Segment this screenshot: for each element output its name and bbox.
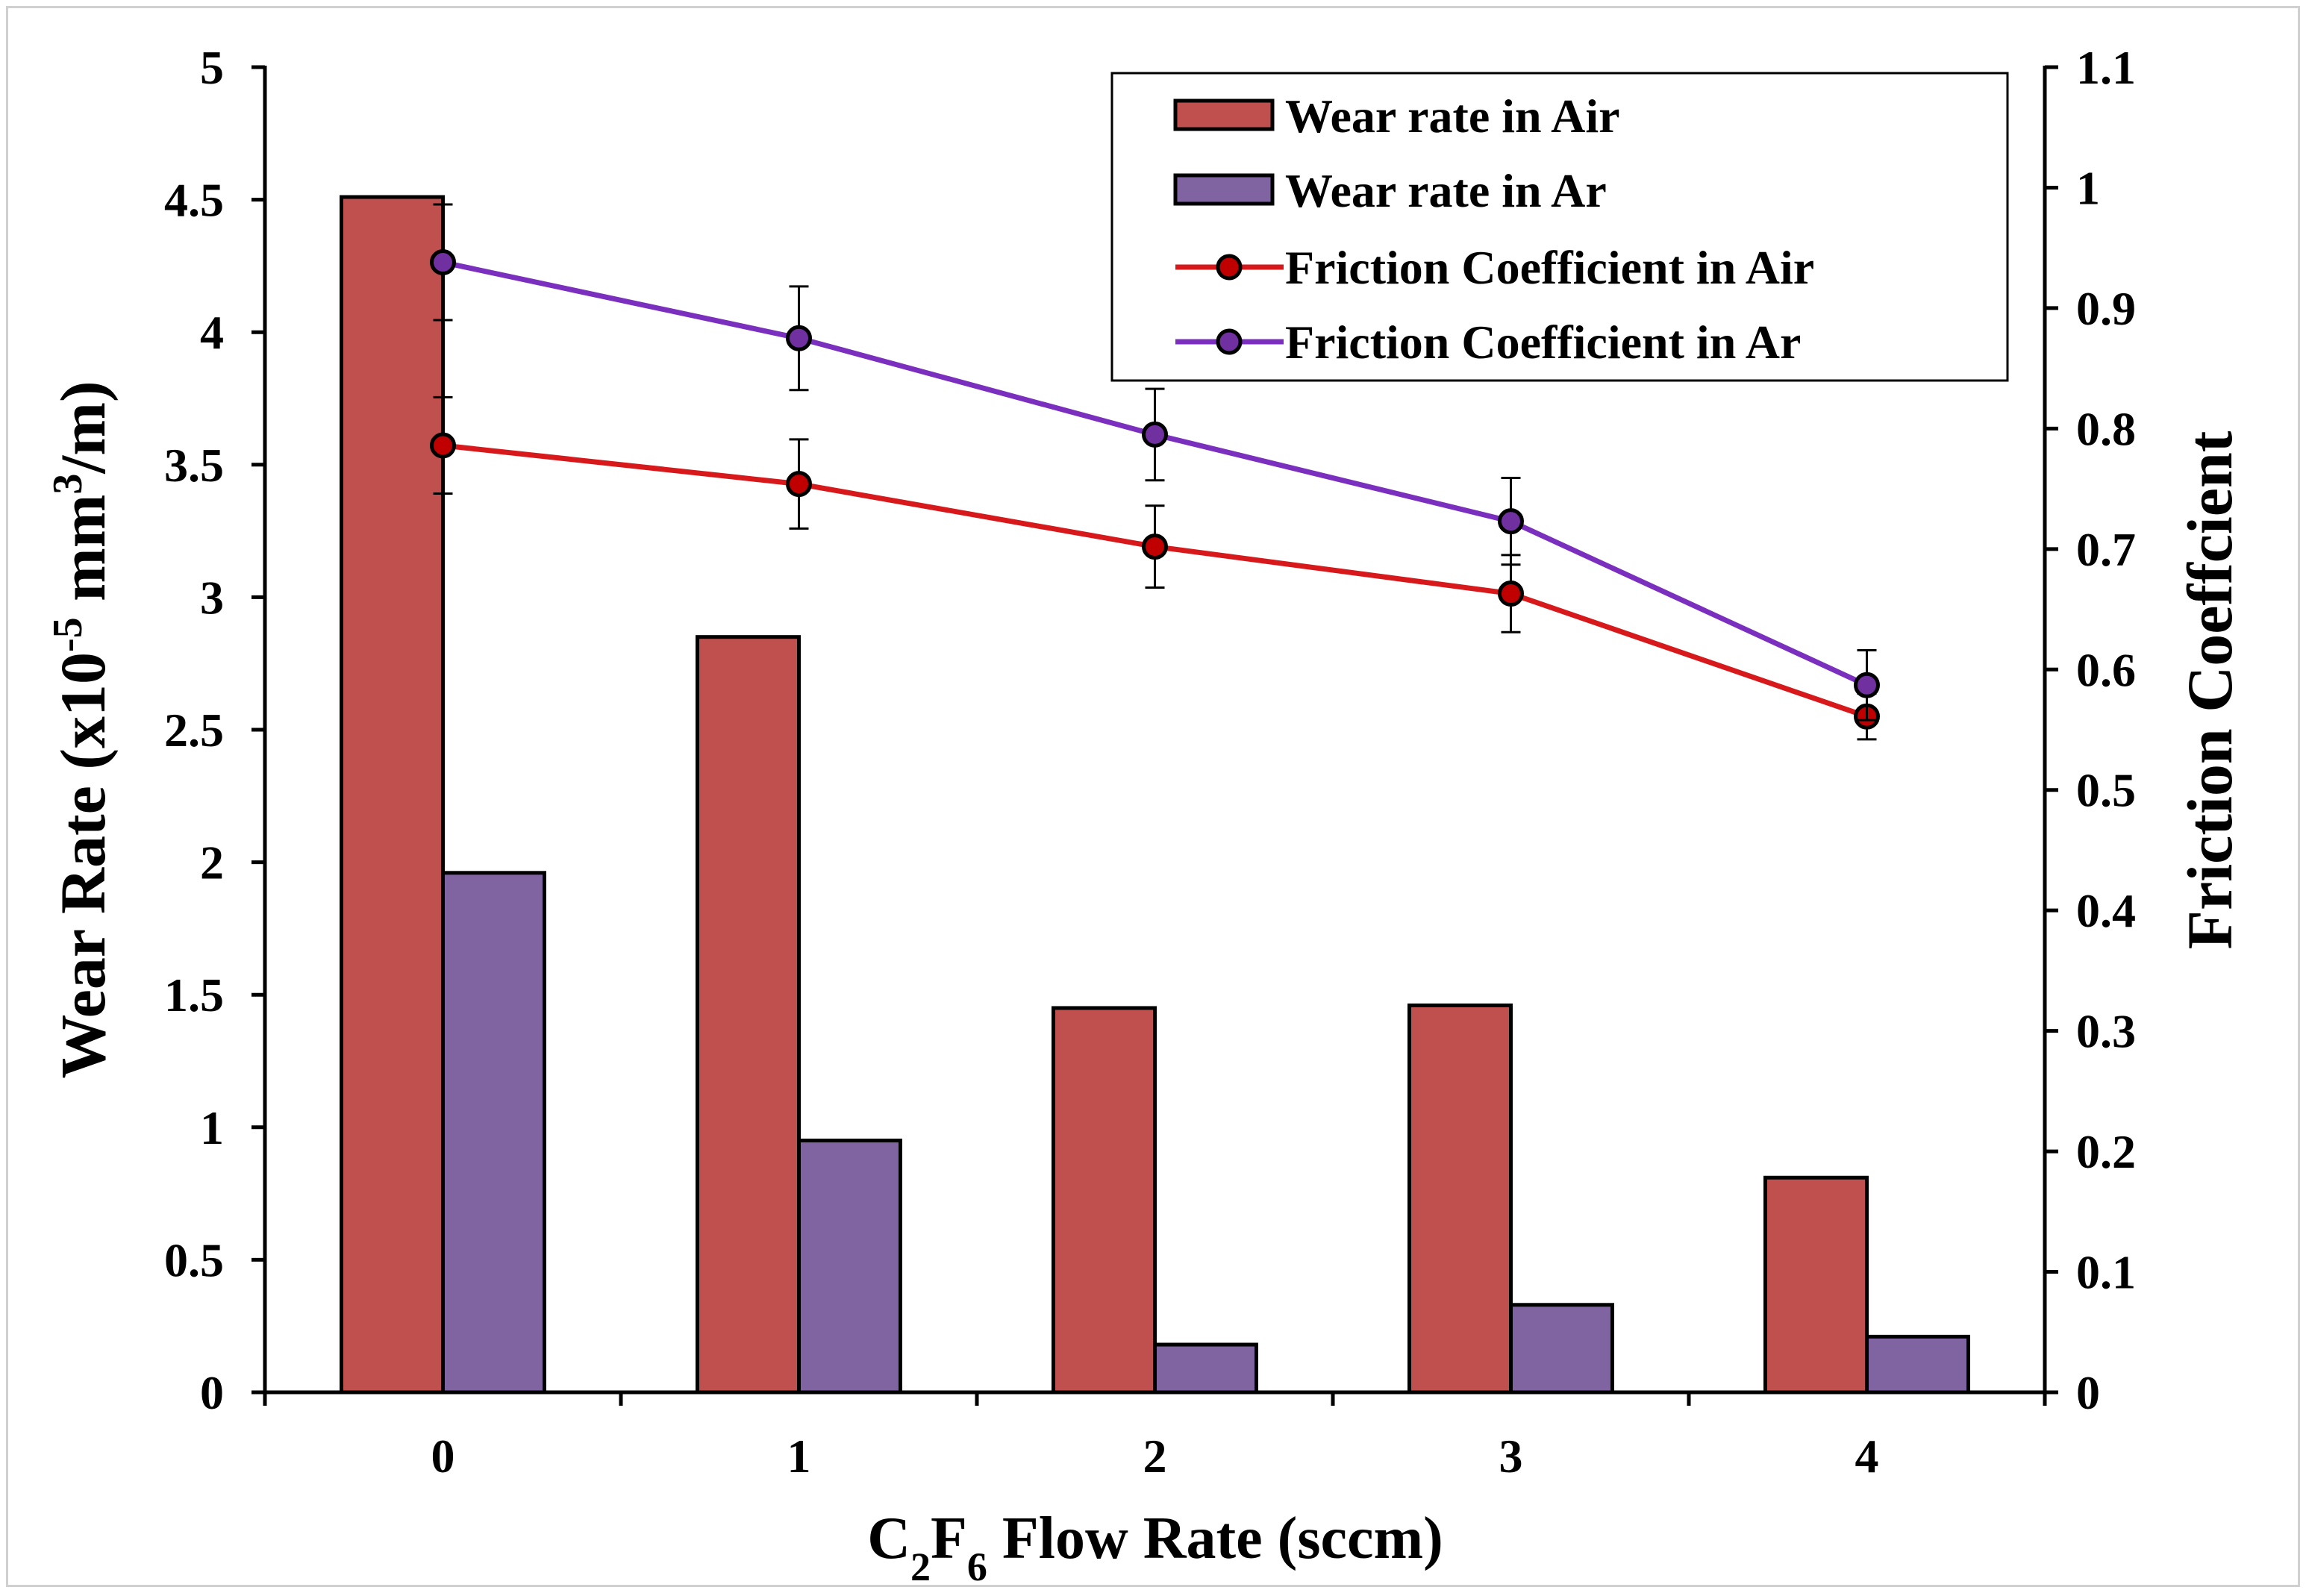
legend-entry-wear-ar-label: Wear rate in Ar <box>1285 164 1607 217</box>
y-axis-left-title-superscript: -5 <box>45 617 91 652</box>
legend-entry-wear-air-swatch <box>1173 98 1275 131</box>
y-right-tick-label: 0.3 <box>2076 1005 2136 1058</box>
x-axis-title-subscript: 2 <box>910 1545 931 1589</box>
y-left-tick-label: 1 <box>200 1101 224 1154</box>
x-axis-title-part: Flow Rate (sccm) <box>987 1506 1443 1571</box>
y-right-tick-label: 0.8 <box>2076 402 2136 455</box>
y-left-tick-label: 2.5 <box>164 704 224 757</box>
bar-air-3 <box>1407 1003 1513 1395</box>
y-left-tick-label: 5 <box>200 41 224 94</box>
x-tick-label: 0 <box>431 1430 455 1483</box>
y-left-tick-label: 3.5 <box>164 439 224 492</box>
y-right-tick-label: 0.6 <box>2076 643 2136 696</box>
y-right-tick-label: 0.9 <box>2076 282 2136 335</box>
y-left-tick-label: 4 <box>200 306 224 359</box>
x-tick-label: 1 <box>787 1430 811 1483</box>
friction-point-ar-2 <box>1142 421 1168 448</box>
friction-point-ar-3 <box>1498 508 1524 535</box>
y-axis-left-title-part: mm <box>47 495 119 618</box>
figure-frame <box>6 6 2300 1587</box>
bar-ar-1 <box>797 1139 902 1395</box>
legend-entry-friction-air-label: Friction Coefficient in Air <box>1285 241 1814 294</box>
x-tick-label: 2 <box>1143 1430 1167 1483</box>
x-tick-label: 3 <box>1499 1430 1523 1483</box>
y-right-tick-label: 0 <box>2076 1366 2100 1419</box>
y-right-tick-label: 1 <box>2076 161 2100 214</box>
x-axis-title-part: F <box>931 1506 967 1571</box>
legend-entry-friction-air-marker <box>1216 254 1243 281</box>
x-axis-title-subscript: 6 <box>967 1545 987 1589</box>
y-right-tick-label: 0.1 <box>2076 1246 2136 1299</box>
bar-air-2 <box>1052 1006 1157 1395</box>
y-axis-left-title-part: Wear Rate (x10 <box>47 652 119 1079</box>
bar-air-1 <box>696 635 801 1395</box>
y-axis-left-title-superscript: 3 <box>45 474 91 495</box>
x-tick-label: 4 <box>1855 1430 1879 1483</box>
y-axis-right-title: Friction Coeffcient <box>2174 431 2246 949</box>
bar-ar-2 <box>1153 1342 1258 1395</box>
y-left-tick-label: 1.5 <box>164 968 224 1021</box>
friction-point-air-1 <box>786 471 812 498</box>
legend-entry-wear-ar-swatch <box>1173 173 1275 206</box>
y-left-tick-label: 4.5 <box>164 174 224 227</box>
y-axis-left-title: Wear Rate (x10-5 mm3/m) <box>45 381 119 1078</box>
y-axis-left-title-part: /m) <box>47 381 119 474</box>
bar-ar-4 <box>1865 1334 1970 1395</box>
y-left-tick-label: 0 <box>200 1366 224 1419</box>
bar-air-4 <box>1763 1175 1869 1395</box>
friction-point-air-2 <box>1142 533 1168 560</box>
x-axis-title-part: C <box>867 1506 910 1571</box>
y-right-tick-label: 1.1 <box>2076 41 2136 94</box>
y-left-tick-label: 3 <box>200 571 224 624</box>
friction-point-ar-0 <box>430 249 456 276</box>
bar-air-0 <box>340 195 445 1395</box>
x-axis-title: C2F6 Flow Rate (sccm) <box>867 1506 1443 1589</box>
legend-entry-friction-ar-marker <box>1216 328 1243 355</box>
friction-point-air-0 <box>430 432 456 459</box>
bar-ar-3 <box>1509 1303 1614 1395</box>
y-right-tick-label: 0.5 <box>2076 764 2136 817</box>
bar-ar-0 <box>441 871 546 1395</box>
friction-point-ar-1 <box>786 325 812 351</box>
y-left-tick-label: 0.5 <box>164 1233 224 1286</box>
y-right-tick-label: 0.4 <box>2076 884 2136 937</box>
y-right-tick-label: 0.2 <box>2076 1125 2136 1178</box>
friction-point-ar-4 <box>1854 672 1880 698</box>
y-right-tick-label: 0.7 <box>2076 523 2136 576</box>
legend-entry-wear-air-label: Wear rate in Air <box>1285 90 1620 143</box>
y-left-tick-label: 2 <box>200 836 224 889</box>
friction-point-air-3 <box>1498 580 1524 607</box>
legend-entry-friction-ar-label: Friction Coefficient in Ar <box>1285 316 1801 369</box>
